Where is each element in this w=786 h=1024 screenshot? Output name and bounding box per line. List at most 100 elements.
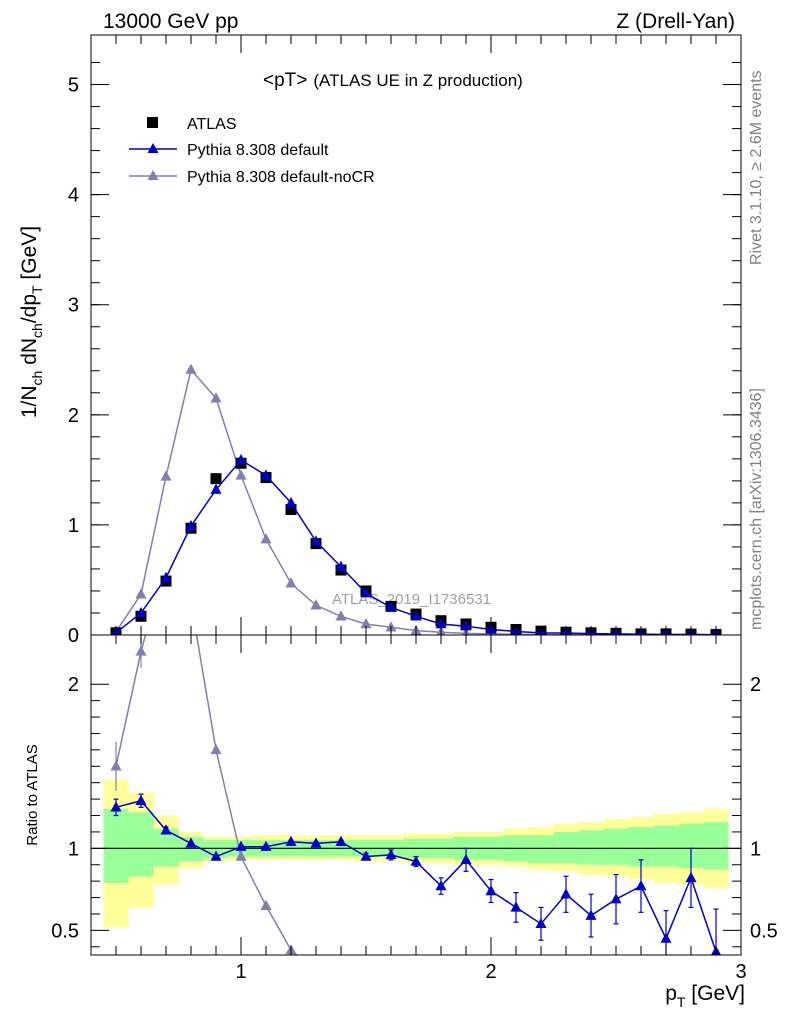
legend-default-marker	[147, 143, 159, 153]
ratio-default-point	[360, 850, 372, 861]
svg-text:1/Nch dNch/dpT [GeV]: 1/Nch dNch/dpT [GeV]	[18, 226, 45, 418]
main-default-point	[285, 496, 297, 508]
x-axis-label-main: p	[665, 982, 677, 1005]
ratio-default-point	[435, 880, 447, 891]
ratio-band-inner	[128, 812, 154, 877]
ratio-nocr-point	[635, 1006, 646, 1016]
ratio-nocr-point	[560, 1005, 571, 1015]
ratio-nocr-point	[185, 596, 196, 606]
main-default-point	[260, 469, 272, 480]
main-nocr-point	[260, 533, 272, 544]
ratio-ytick-label-left: 0.5	[51, 920, 79, 942]
ratio-frame	[90, 634, 742, 956]
ratio-nocr-point	[335, 982, 346, 992]
ratio-nocr-point	[535, 1005, 546, 1015]
ratio-default-point	[610, 893, 622, 904]
ratio-nocr-point	[660, 1006, 671, 1016]
main-default-point	[460, 620, 472, 631]
legend-default-label: Pythia 8.308 default	[187, 142, 329, 159]
axes: 0 1 2 3 4 5 0.5 0.5 1 1 2 2 1 2 3	[51, 35, 778, 983]
mcplots-label: mcplots.cern.ch [arXiv:1306.3436]	[748, 388, 765, 630]
ratio-nocr-point	[310, 965, 321, 975]
main-ytick-label: 4	[68, 185, 79, 207]
main-title-sub: (ATLAS UE in Z production)	[313, 71, 522, 90]
xtick-label: 3	[735, 961, 746, 983]
ratio-ytick-label-right: 0.5	[750, 920, 778, 942]
main-default-point	[235, 453, 247, 465]
ratio-default-point	[635, 880, 647, 891]
ratio-default-point	[160, 824, 172, 835]
ratio-nocr-point	[210, 743, 222, 755]
rivet-label: Rivet 3.1.10, ≥ 2.6M events	[748, 70, 765, 265]
main-ylabel: 1/Nch dNch/dpT [GeV]	[18, 226, 45, 418]
ratio-bands	[91, 779, 741, 928]
legend-nocr-label: Pythia 8.308 default-noCR	[187, 169, 375, 186]
header-left: 13000 GeV pp	[103, 10, 238, 33]
main-nocr-point	[285, 577, 297, 588]
ratio-nocr-point	[360, 990, 371, 1000]
ratio-nocr-point	[110, 760, 122, 771]
main-title-main: <pT>	[263, 70, 307, 91]
ratio-default-point	[210, 850, 222, 861]
legend-atlas-label: ATLAS	[187, 116, 237, 133]
ratio-band-inner	[653, 825, 679, 867]
ratio-band-inner	[553, 831, 579, 864]
ratio-nocr-point	[485, 1004, 496, 1014]
ratio-default-point	[485, 885, 497, 896]
ratio-series	[110, 596, 722, 1016]
main-default-point	[210, 483, 222, 494]
x-axis-label-sub: T	[677, 994, 686, 1010]
main-nocr-point	[160, 470, 172, 481]
main-atlas-point	[285, 503, 297, 515]
main-default-point	[135, 606, 147, 618]
ratio-band-inner	[603, 828, 629, 865]
main-nocr-point	[235, 469, 247, 480]
main-nocr-point	[210, 392, 222, 403]
ratio-nocr-point	[385, 997, 396, 1007]
ratio-default-point	[410, 855, 422, 866]
ratio-nocr-point	[410, 1000, 421, 1010]
xtick-label: 2	[485, 961, 496, 983]
main-title: <pT> (ATLAS UE in Z production)	[263, 70, 523, 91]
ratio-default-point	[585, 909, 597, 920]
ratio-default-point	[335, 835, 347, 846]
main-nocr-point	[135, 588, 147, 599]
ratio-default-point	[685, 871, 697, 883]
ratio-nocr-point	[435, 1002, 446, 1012]
main-default-point	[360, 587, 372, 598]
ratio-nocr-point	[260, 899, 272, 910]
main-default-point	[335, 560, 347, 571]
main-default-point	[160, 571, 172, 582]
main-default-point	[185, 520, 197, 531]
ratio-default-point	[260, 840, 272, 851]
ratio-default-point	[310, 837, 322, 848]
x-axis-label: pT [GeV]	[665, 982, 745, 1010]
legend: ATLAS Pythia 8.308 default Pythia 8.308 …	[129, 116, 375, 186]
main-ytick-label: 2	[68, 405, 79, 427]
main-nocr-point	[335, 610, 347, 621]
ratio-band-inner	[578, 830, 604, 865]
ratio-nocr-point	[585, 1006, 596, 1016]
main-nocr-point	[360, 617, 372, 629]
main-default-point	[410, 610, 422, 621]
ratio-default-point	[460, 853, 472, 865]
ratio-nocr-point	[510, 1005, 521, 1015]
ratio-default-point	[235, 840, 247, 851]
ratio-default-point	[560, 888, 572, 899]
ratio-band-inner	[103, 808, 129, 883]
ratio-nocr-point	[685, 1006, 696, 1016]
ratio-ylabel: Ratio to ATLAS	[24, 744, 41, 845]
xtick-label: 1	[235, 961, 246, 983]
ratio-default-point	[660, 932, 672, 943]
ratio-default-point	[535, 917, 547, 929]
ratio-default-point	[185, 837, 197, 848]
ratio-nocr-point	[710, 1006, 721, 1016]
ratio-band-inner	[528, 835, 554, 864]
legend-atlas-marker	[147, 117, 158, 128]
ratio-ytick-label-left: 1	[68, 838, 79, 860]
main-ytick-label: 3	[68, 295, 79, 317]
main-ytick-label: 0	[68, 625, 79, 647]
ratio-ytick-label-right: 1	[750, 838, 761, 860]
main-nocr-point	[185, 363, 197, 374]
